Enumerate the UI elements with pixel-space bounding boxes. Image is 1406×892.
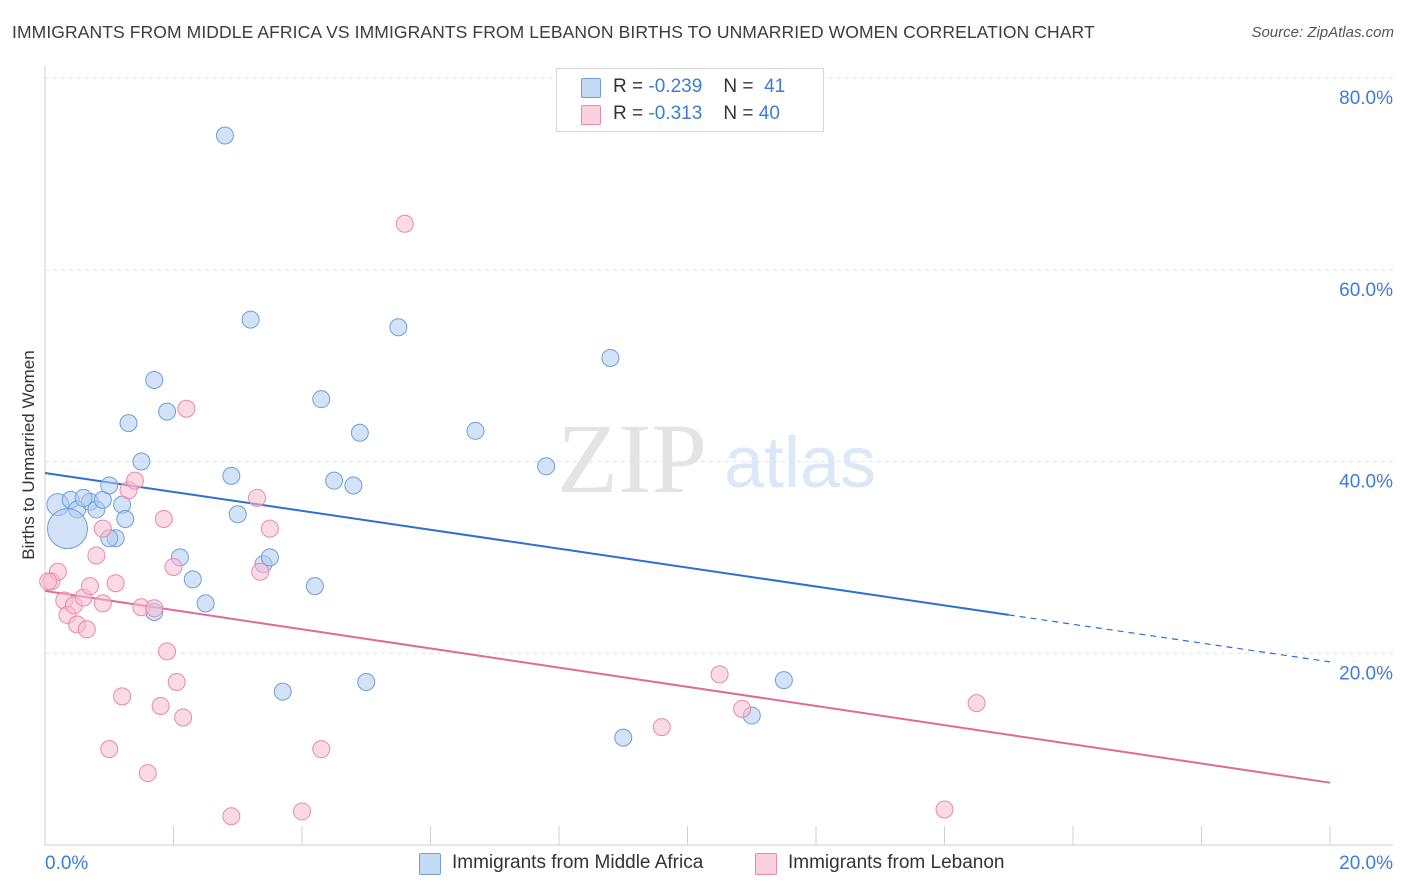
point-lebanon xyxy=(93,519,112,538)
point-middle-africa xyxy=(196,594,215,613)
point-middle-africa xyxy=(774,671,793,690)
point-middle-africa xyxy=(100,476,119,495)
point-middle-africa xyxy=(145,371,164,390)
point-middle-africa xyxy=(325,471,344,490)
gridlines xyxy=(45,77,1393,654)
watermark-atlas: atlas xyxy=(724,423,876,503)
point-middle-africa xyxy=(466,421,485,440)
legend-swatch-blue xyxy=(419,853,441,875)
point-middle-africa xyxy=(312,390,331,409)
trend-lines xyxy=(44,472,1331,784)
point-middle-africa xyxy=(228,505,247,524)
point-lebanon xyxy=(652,718,671,737)
point-lebanon xyxy=(77,620,96,639)
y-tick-label: 20.0% xyxy=(1339,663,1393,684)
point-middle-africa xyxy=(222,466,241,485)
watermark-zip: ZIP xyxy=(557,403,707,514)
trend-line-lebanon xyxy=(44,589,1331,784)
legend-label-lebanon: Immigrants from Lebanon xyxy=(788,852,1005,873)
y-tick-label: 60.0% xyxy=(1339,280,1393,301)
point-middle-africa xyxy=(350,423,369,442)
point-lebanon xyxy=(151,696,170,715)
point-middle-africa xyxy=(305,577,324,596)
point-lebanon xyxy=(154,510,173,529)
point-middle-africa xyxy=(537,457,556,476)
legend-swatch-pink xyxy=(581,105,601,125)
trend-line-middle-africa xyxy=(44,472,1009,616)
point-lebanon xyxy=(935,800,954,819)
point-middle-africa xyxy=(344,476,363,495)
point-lebanon xyxy=(733,699,752,718)
point-lebanon xyxy=(145,599,164,618)
legend-n-label: N = xyxy=(723,76,754,97)
y-tick-label: 40.0% xyxy=(1339,472,1393,493)
point-middle-africa xyxy=(132,452,151,471)
point-lebanon xyxy=(222,807,241,826)
watermark: ZIP atlas xyxy=(557,403,876,514)
point-lebanon xyxy=(80,577,99,596)
point-lebanon xyxy=(87,546,106,565)
legend-r-value: -0.239 xyxy=(648,76,703,97)
point-middle-africa xyxy=(260,548,279,567)
point-middle-africa xyxy=(46,508,88,550)
chart-title: IMMIGRANTS FROM MIDDLE AFRICA VS IMMIGRA… xyxy=(12,22,1095,42)
point-lebanon xyxy=(113,687,132,706)
point-middle-africa xyxy=(614,728,633,747)
legend-n-value: 41 xyxy=(764,76,786,97)
axes xyxy=(44,66,1393,846)
point-middle-africa xyxy=(119,414,138,433)
trend-line-middle-africa-extension xyxy=(1008,614,1331,663)
point-lebanon xyxy=(177,399,196,418)
point-middle-africa xyxy=(357,673,376,692)
legend-label-middle-africa: Immigrants from Middle Africa xyxy=(452,852,704,873)
point-middle-africa xyxy=(389,318,408,337)
legend-n-label: N = xyxy=(723,103,754,124)
legend-r-label: R = xyxy=(613,103,644,124)
y-axis-label: Births to Unmarried Women xyxy=(19,350,38,560)
point-lebanon xyxy=(106,574,125,593)
point-lebanon xyxy=(125,471,144,490)
point-lebanon xyxy=(251,562,270,581)
point-middle-africa xyxy=(273,682,292,701)
legend-swatch-pink xyxy=(755,853,777,875)
legend-swatch-blue xyxy=(581,78,601,98)
point-lebanon xyxy=(158,642,177,661)
point-lebanon xyxy=(293,802,311,821)
data-points xyxy=(39,126,986,826)
legend-r-label: R = xyxy=(613,76,644,97)
point-middle-africa xyxy=(215,126,234,145)
y-tick-label: 80.0% xyxy=(1339,88,1393,109)
point-lebanon xyxy=(710,665,729,684)
point-lebanon xyxy=(967,694,986,713)
point-middle-africa xyxy=(601,348,620,367)
point-lebanon xyxy=(164,557,183,576)
point-lebanon xyxy=(248,488,267,507)
legend-r-value: -0.313 xyxy=(648,103,703,124)
legend-n-value: 40 xyxy=(758,103,780,124)
point-lebanon xyxy=(93,594,112,613)
point-middle-africa xyxy=(74,488,93,507)
tick-labels: 80.0% 60.0% 40.0% 20.0% 0.0% 20.0% xyxy=(45,88,1393,874)
point-lebanon xyxy=(138,764,157,783)
point-lebanon xyxy=(174,708,193,727)
point-middle-africa xyxy=(158,402,177,421)
point-lebanon xyxy=(312,740,331,759)
point-middle-africa xyxy=(241,310,260,329)
source-label: Source: ZipAtlas.com xyxy=(1251,24,1394,41)
point-lebanon xyxy=(39,572,58,591)
point-lebanon xyxy=(395,214,414,233)
point-lebanon xyxy=(167,673,186,692)
point-lebanon xyxy=(260,519,279,538)
point-middle-africa xyxy=(116,510,135,529)
x-tick-label: 20.0% xyxy=(1339,853,1393,874)
point-middle-africa xyxy=(183,570,202,589)
correlation-legend: R = -0.239 N = 41 R = -0.313 N = 40 xyxy=(556,68,824,132)
point-lebanon xyxy=(100,740,119,759)
x-tick-label: 0.0% xyxy=(45,853,88,874)
